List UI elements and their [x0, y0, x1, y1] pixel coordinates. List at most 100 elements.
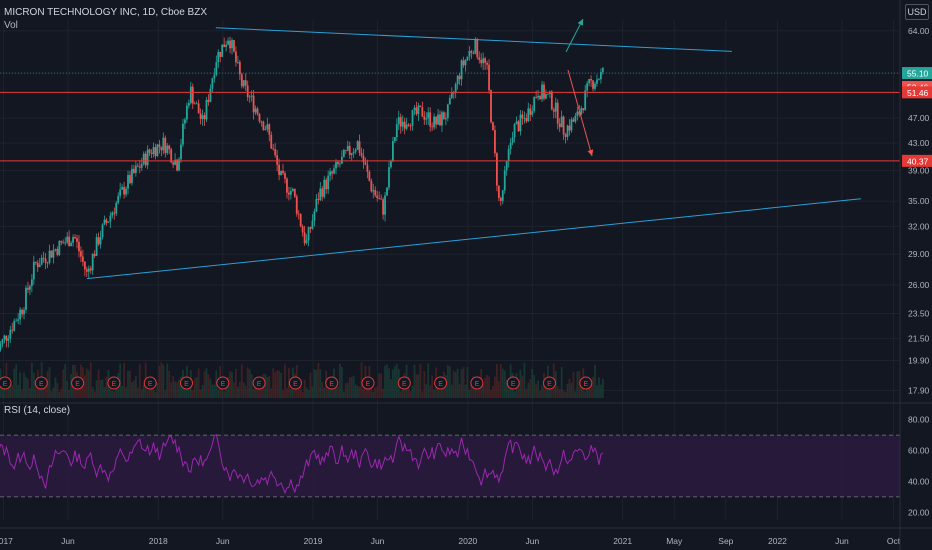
candle-body	[244, 80, 247, 86]
volume-bar	[231, 372, 233, 398]
volume-bar	[217, 389, 220, 398]
candle-body	[598, 79, 600, 81]
volume-bar	[15, 364, 18, 398]
price-marker-label: 55.10	[907, 69, 929, 79]
candle-body	[93, 254, 96, 256]
candle-body	[554, 102, 557, 112]
earnings-marker	[107, 376, 121, 390]
candle-body	[515, 121, 518, 125]
candle-body	[392, 141, 394, 162]
candle-body	[256, 108, 259, 115]
candle-body	[523, 118, 526, 119]
volume-bar	[331, 383, 333, 398]
candle-body	[574, 115, 577, 122]
candle-body	[119, 189, 122, 196]
candle-body	[503, 170, 506, 191]
volume-bar	[221, 386, 224, 398]
candle-body	[495, 153, 498, 186]
candle-body	[352, 151, 355, 154]
candle-body	[144, 153, 147, 166]
volume-bar	[148, 382, 151, 398]
rsi-tick-label: 60.00	[908, 446, 930, 456]
candle-body	[444, 117, 447, 120]
volume-bar	[574, 391, 577, 398]
volume-bar	[34, 381, 37, 398]
candle-body	[562, 116, 565, 135]
candle-body	[250, 95, 253, 97]
volume-bar	[233, 382, 235, 398]
volume-bar	[499, 364, 502, 398]
candle-body	[325, 179, 328, 190]
volume-bar	[315, 370, 318, 398]
candle-body	[560, 116, 563, 128]
candle-body	[9, 329, 12, 339]
earnings-marker	[180, 376, 193, 390]
candle-body	[550, 91, 553, 110]
candle-body	[11, 329, 14, 331]
candle-body	[578, 111, 581, 115]
candle-body	[405, 124, 408, 129]
candle-body	[417, 105, 420, 115]
candle-body	[303, 232, 306, 244]
candle-body	[291, 188, 294, 191]
volume-bar	[209, 378, 212, 398]
volume-bar	[470, 383, 473, 398]
candle-body	[156, 144, 159, 157]
volume-bar	[584, 391, 587, 398]
candle-body	[539, 95, 541, 100]
volume-bar	[174, 381, 177, 398]
candle-body	[547, 93, 549, 95]
volume-bar	[23, 372, 25, 398]
volume-bar	[168, 370, 171, 398]
candle-body	[460, 60, 463, 80]
volume-bar	[460, 369, 463, 398]
candle-body	[211, 78, 214, 89]
earnings-label: E	[257, 381, 262, 388]
volume-bar	[562, 390, 565, 398]
candle-body	[30, 279, 33, 287]
candle-body	[32, 261, 35, 280]
volume-bar	[160, 362, 163, 398]
candle-body	[254, 108, 257, 113]
volume-bar	[433, 389, 436, 398]
candle-body	[329, 171, 332, 176]
earnings-marker	[579, 376, 593, 390]
candle-body	[3, 335, 6, 340]
candle-body	[376, 195, 379, 198]
candle-body	[509, 142, 512, 149]
volume-bar	[268, 376, 271, 398]
volume-bar	[154, 391, 157, 398]
volume-bar	[535, 383, 538, 398]
volume-bar	[446, 365, 449, 398]
candle-body	[0, 343, 2, 350]
volume-bar	[390, 379, 392, 398]
volume-bar	[476, 390, 479, 398]
volume-bar	[588, 382, 591, 398]
candle-body	[301, 226, 304, 233]
earnings-marker	[216, 376, 230, 390]
earnings-label: E	[511, 381, 516, 388]
candle-body	[15, 320, 18, 322]
candle-body	[223, 44, 226, 48]
candle-body	[543, 84, 545, 99]
candle-body	[268, 124, 271, 135]
candle-body	[319, 188, 322, 200]
volume-bar	[229, 371, 231, 398]
candle-body	[480, 59, 483, 64]
candle-body	[299, 214, 302, 227]
y-tick-label: 21.50	[908, 334, 930, 344]
x-tick-label: May	[666, 536, 683, 546]
volume-bar	[317, 362, 320, 398]
candle-body	[411, 110, 414, 126]
earnings-marker	[434, 376, 448, 390]
trendline	[215, 27, 732, 52]
candle-body	[78, 241, 80, 252]
currency-button[interactable]: USD	[905, 4, 929, 20]
candle-body	[601, 67, 604, 72]
candle-body	[152, 147, 155, 154]
volume-bar	[492, 385, 494, 398]
volume-bar	[386, 364, 388, 398]
earnings-label: E	[366, 381, 371, 388]
volume-bar	[83, 375, 86, 398]
